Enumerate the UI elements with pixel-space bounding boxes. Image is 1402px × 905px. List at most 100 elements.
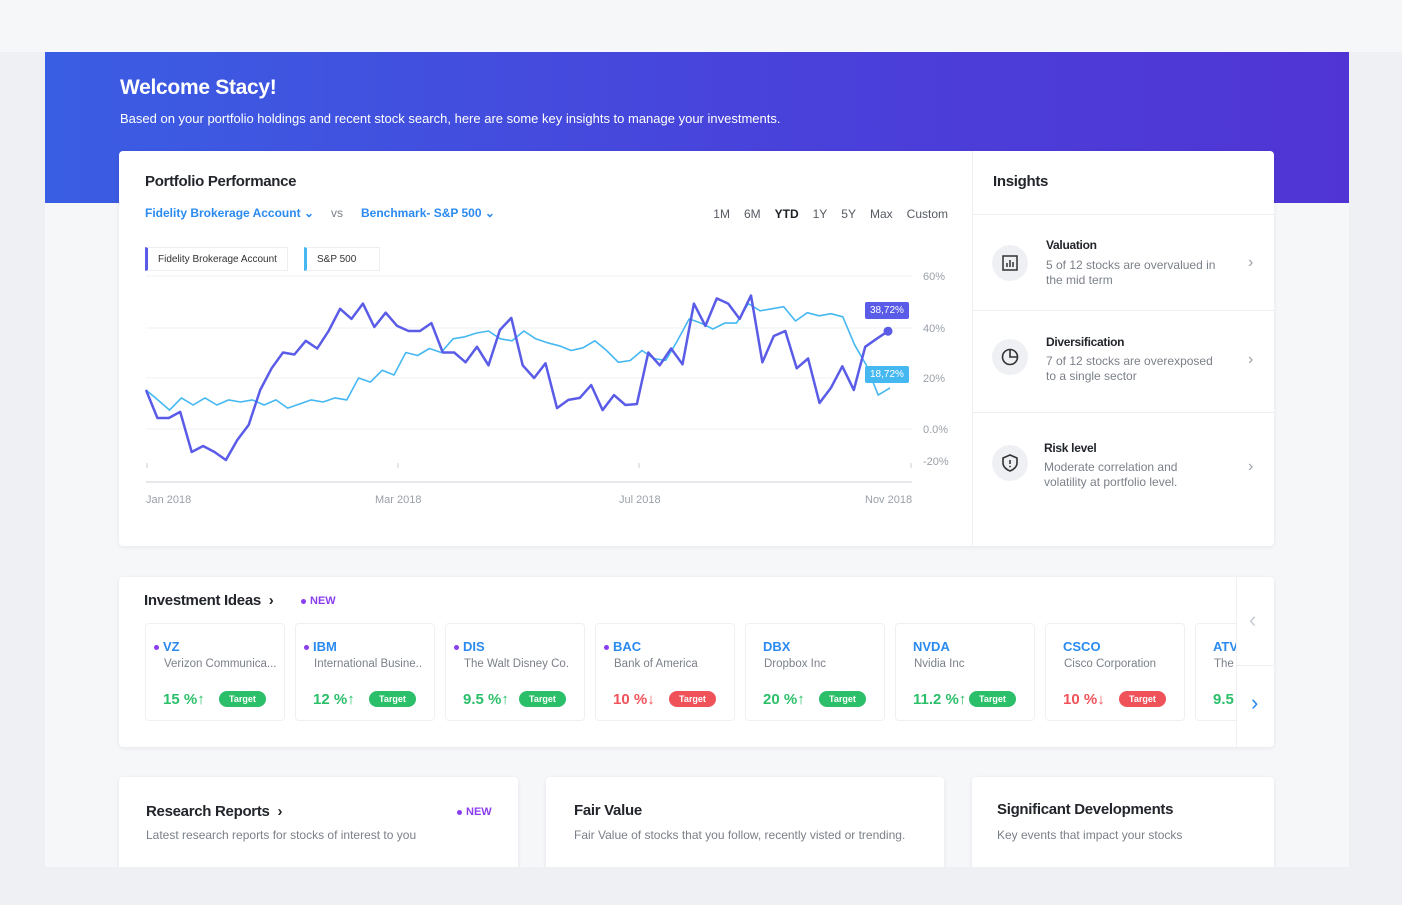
benchmark-label: Benchmark- S&P 500 — [361, 206, 482, 220]
idea-company: Cisco Corporation — [1064, 658, 1157, 670]
range-max[interactable]: Max — [869, 207, 893, 221]
fair-value-card[interactable]: Fair Value Fair Value of stocks that you… — [546, 777, 944, 877]
target-badge[interactable]: Target — [669, 691, 716, 707]
ticker-label: DBX — [763, 639, 791, 654]
range-ytd[interactable]: YTD — [774, 207, 799, 221]
range-1y[interactable]: 1Y — [812, 207, 828, 221]
idea-change: 9.5 %↑ — [463, 691, 509, 708]
page-footer-bg — [0, 867, 1402, 905]
performance-title: Portfolio Performance — [145, 173, 297, 190]
vs-label: vs — [331, 206, 343, 220]
benchmark-line — [145, 302, 891, 411]
new-label: NEW — [310, 595, 336, 607]
insights-title: Insights — [993, 173, 1049, 190]
idea-card-dbx[interactable]: DBX Dropbox Inc 20 %↑ Target — [745, 623, 885, 721]
range-custom[interactable]: Custom — [906, 207, 948, 221]
new-badge: NEW — [301, 595, 336, 607]
insight-risk-level[interactable]: Risk level Moderate correlation and volat… — [973, 412, 1274, 522]
idea-card-dis[interactable]: DIS The Walt Disney Co. 9.5 %↑ Target — [445, 623, 585, 721]
chevron-right-icon: › — [1248, 351, 1254, 368]
y-tick-label: 40% — [923, 323, 945, 335]
x-tick-label: Nov 2018 — [865, 494, 912, 506]
insight-text: Moderate correlation and volatility at po… — [1044, 460, 1177, 490]
new-dot-icon — [154, 645, 159, 651]
bar-chart-icon — [992, 245, 1028, 281]
insight-diversification[interactable]: Diversification 7 of 12 stocks are overe… — [973, 310, 1274, 412]
chevron-right-icon: › — [277, 803, 283, 820]
idea-change: 10 %↓ — [1063, 691, 1105, 708]
welcome-subtitle: Based on your portfolio holdings and rec… — [120, 111, 781, 126]
idea-ticker: VZ — [154, 639, 180, 654]
benchmark-dropdown[interactable]: Benchmark- S&P 500 ⌄ — [361, 206, 495, 220]
x-tick-label: Jul 2018 — [619, 494, 661, 506]
research-reports-card[interactable]: Research Reports › NEW Latest research r… — [119, 777, 518, 877]
ticker-label: ATV — [1213, 639, 1239, 654]
card-description: Key events that impact your stocks — [997, 828, 1183, 842]
target-badge[interactable]: Target — [969, 691, 1016, 707]
insight-text-line: 7 of 12 stocks are overexposed — [1046, 354, 1213, 368]
portfolio-value-tooltip: 38,72% — [865, 302, 909, 319]
legend-portfolio[interactable]: Fidelity Brokerage Account — [145, 247, 288, 271]
card-title: Significant Developments — [997, 801, 1174, 818]
portfolio-line — [144, 294, 889, 462]
idea-change: 20 %↑ — [763, 691, 805, 708]
arrow-up-icon: ↑ — [501, 691, 509, 708]
idea-card-csco[interactable]: CSCO Cisco Corporation 10 %↓ Target — [1045, 623, 1185, 721]
x-tick-label: Mar 2018 — [375, 494, 421, 506]
insight-text: 7 of 12 stocks are overexposed to a singl… — [1046, 354, 1213, 384]
idea-card-nvda[interactable]: NVDA Nvidia Inc 11.2 %↑ Target — [895, 623, 1035, 721]
shield-icon — [992, 445, 1028, 481]
target-badge[interactable]: Target — [819, 691, 866, 707]
change-value: 20 % — [763, 691, 798, 708]
insight-text: 5 of 12 stocks are overvalued in the mid … — [1046, 258, 1215, 288]
change-value: 9.5 % — [463, 691, 502, 708]
arrow-up-icon: ↑ — [347, 691, 355, 708]
range-6m[interactable]: 6M — [743, 207, 761, 221]
insight-title: Valuation — [1046, 238, 1097, 252]
range-5y[interactable]: 5Y — [841, 207, 856, 221]
change-value: 9.5 — [1213, 691, 1234, 708]
welcome-title: Welcome Stacy! — [120, 76, 277, 99]
idea-ticker: IBM — [304, 639, 337, 654]
target-badge[interactable]: Target — [369, 691, 416, 707]
idea-card-bac[interactable]: BAC Bank of America 10 %↓ Target — [595, 623, 735, 721]
ticker-label: VZ — [163, 639, 180, 654]
ticker-label: NVDA — [913, 639, 950, 654]
carousel-prev-button[interactable]: ‹ — [1249, 607, 1257, 632]
target-badge[interactable]: Target — [219, 691, 266, 707]
investment-ideas-link[interactable]: Investment Ideas › — [144, 592, 274, 609]
idea-card-ibm[interactable]: IBM International Busine.. 12 %↑ Target — [295, 623, 435, 721]
portfolio-endpoint — [883, 326, 893, 336]
insight-title: Risk level — [1044, 441, 1097, 455]
idea-change: 15 %↑ — [163, 691, 205, 708]
chevron-right-icon: › — [1248, 254, 1254, 271]
divider — [972, 151, 973, 546]
arrow-up-icon: ↑ — [197, 691, 205, 708]
insight-valuation[interactable]: Valuation 5 of 12 stocks are overvalued … — [973, 214, 1274, 310]
idea-ticker: ATV — [1204, 639, 1238, 654]
idea-company: Nvidia Inc — [914, 658, 965, 670]
chevron-down-icon: ⌄ — [303, 206, 314, 220]
insight-text-line: the mid term — [1046, 273, 1113, 287]
ticker-label: DIS — [463, 639, 485, 654]
account-dropdown[interactable]: Fidelity Brokerage Account ⌄ — [145, 206, 314, 220]
arrow-up-icon: ↑ — [958, 691, 967, 708]
insight-title: Diversification — [1046, 335, 1125, 349]
new-badge: NEW — [457, 806, 492, 818]
target-badge[interactable]: Target — [1119, 691, 1166, 707]
idea-company: The Walt Disney Co. — [464, 658, 570, 670]
idea-change: 12 %↑ — [313, 691, 355, 708]
x-tick-label: Jan 2018 — [146, 494, 191, 506]
idea-card-vz[interactable]: VZ Verizon Communica... 15 %↑ Target — [145, 623, 285, 721]
legend-benchmark[interactable]: S&P 500 — [304, 247, 380, 271]
chevron-right-icon: › — [1248, 458, 1254, 475]
research-reports-title: Research Reports › — [146, 803, 282, 820]
range-1m[interactable]: 1M — [713, 207, 730, 221]
significant-developments-card[interactable]: Significant Developments Key events that… — [972, 777, 1274, 877]
new-label: NEW — [466, 806, 492, 818]
change-value: 15 % — [163, 691, 198, 708]
idea-ticker: NVDA — [904, 639, 950, 654]
target-badge[interactable]: Target — [519, 691, 566, 707]
y-tick-label: -20% — [923, 456, 949, 468]
carousel-next-button[interactable]: › — [1251, 690, 1259, 715]
